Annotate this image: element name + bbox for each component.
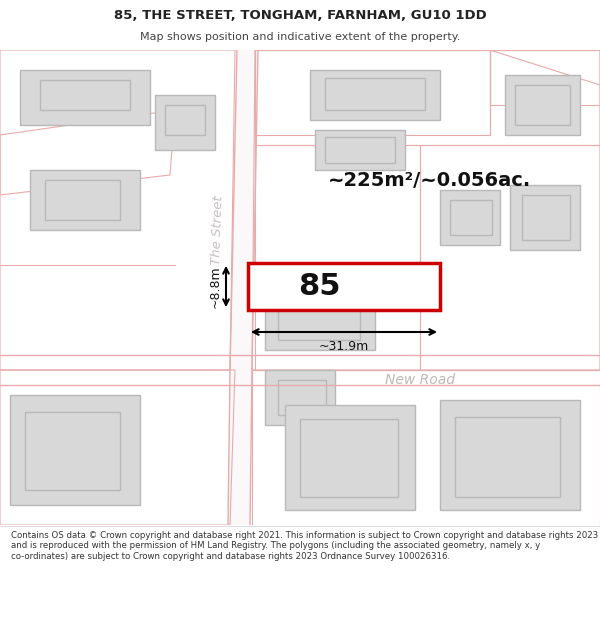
Text: 85, THE STREET, TONGHAM, FARNHAM, GU10 1DD: 85, THE STREET, TONGHAM, FARNHAM, GU10 1…: [113, 9, 487, 22]
Bar: [285, 405, 415, 510]
Bar: [522, 195, 570, 240]
Bar: [278, 285, 360, 340]
Bar: [505, 75, 580, 135]
Bar: [325, 78, 425, 110]
Bar: [440, 400, 580, 510]
Bar: [45, 180, 120, 220]
Bar: [265, 370, 335, 425]
Bar: [30, 170, 140, 230]
Bar: [455, 417, 560, 497]
Text: The Street: The Street: [210, 195, 226, 265]
Bar: [165, 105, 205, 135]
Polygon shape: [248, 263, 440, 310]
Bar: [155, 95, 215, 150]
Bar: [300, 419, 398, 497]
Text: ~8.8m: ~8.8m: [209, 265, 222, 308]
Bar: [265, 275, 375, 350]
Bar: [40, 80, 130, 110]
Bar: [325, 137, 395, 163]
Bar: [278, 380, 326, 415]
Text: New Road: New Road: [385, 373, 455, 387]
Text: 85: 85: [298, 272, 340, 301]
Bar: [10, 395, 140, 505]
Text: ~225m²/~0.056ac.: ~225m²/~0.056ac.: [328, 171, 532, 189]
Bar: [515, 85, 570, 125]
Bar: [315, 130, 405, 170]
Text: Contains OS data © Crown copyright and database right 2021. This information is : Contains OS data © Crown copyright and d…: [11, 531, 598, 561]
Polygon shape: [228, 50, 258, 525]
Text: ~31.9m: ~31.9m: [319, 340, 369, 353]
Bar: [450, 200, 492, 235]
Bar: [20, 70, 150, 125]
Bar: [25, 412, 120, 490]
Bar: [510, 185, 580, 250]
Bar: [310, 70, 440, 120]
Text: Map shows position and indicative extent of the property.: Map shows position and indicative extent…: [140, 32, 460, 43]
Bar: [440, 190, 500, 245]
